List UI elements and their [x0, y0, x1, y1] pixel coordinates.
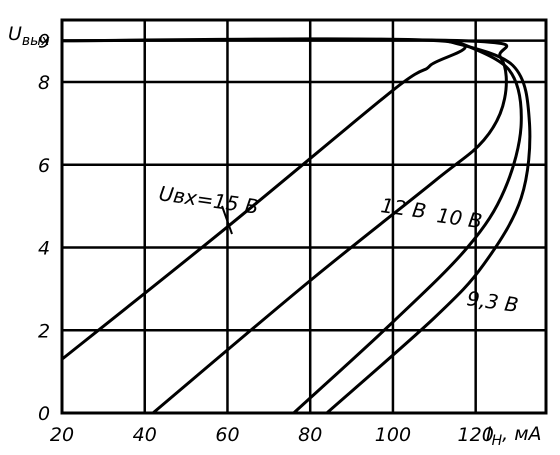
x-tick-label: 20 [50, 424, 74, 446]
curve-label-15v-leader [221, 205, 233, 235]
y-tick-label: 2 [38, 320, 50, 342]
plot-frame [60, 18, 548, 415]
curve-label-9-3v: 9,3 В [465, 286, 520, 317]
series-line-9-3v [325, 39, 532, 415]
y-axis-label: Uвых [8, 23, 50, 49]
y-axis-label-sub: вых [22, 33, 50, 49]
series-line-10v [292, 39, 523, 415]
x-axis-label: IН, мА [486, 423, 542, 449]
y-tick-label: 4 [38, 238, 50, 260]
x-tick-label: 60 [215, 424, 239, 446]
x-tick-label: 100 [375, 424, 411, 446]
x-tick-label: 120 [458, 424, 494, 446]
curves [61, 37, 532, 415]
curve-label-15v: Uвх=15 В [157, 181, 260, 219]
series-line-12v [61, 37, 509, 415]
y-tick-label: 6 [38, 155, 50, 177]
y-tick-label: 0 [38, 403, 50, 425]
y-tick-label: 8 [38, 72, 50, 94]
x-axis-label-main: I [486, 423, 492, 445]
x-tick-label: 80 [298, 424, 322, 446]
x-tick-label: 40 [133, 424, 157, 446]
tick-labels: 20 40 60 80 100 120 0 2 4 6 8 9 [38, 31, 494, 446]
y-axis-label-main: U [8, 23, 22, 45]
x-axis-label-unit: , мА [502, 423, 541, 445]
curve-label-10v: 10 В [435, 203, 483, 233]
x-axis-label-sub: Н [492, 433, 503, 449]
y-tick-label: 9 [38, 31, 50, 53]
